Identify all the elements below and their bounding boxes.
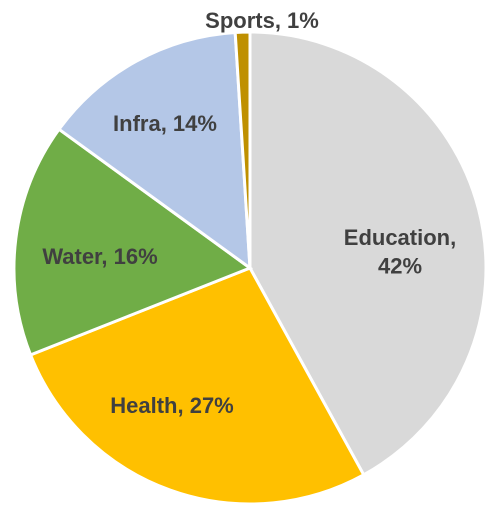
data-label: Health, 27%: [110, 393, 234, 418]
data-label-line: 42%: [378, 253, 422, 278]
pie-slice: [12, 127, 254, 357]
data-label: Infra, 14%: [113, 111, 217, 136]
pie-slice: [248, 30, 488, 477]
data-label: Education, 42%: [344, 225, 456, 279]
data-label-line: Education,: [344, 225, 456, 250]
data-label: Water, 16%: [42, 244, 157, 269]
pie-slice: [233, 30, 252, 269]
pie-slice: [56, 30, 252, 272]
data-label: Sports, 1%: [205, 8, 319, 33]
pie-slice: [28, 266, 366, 505]
